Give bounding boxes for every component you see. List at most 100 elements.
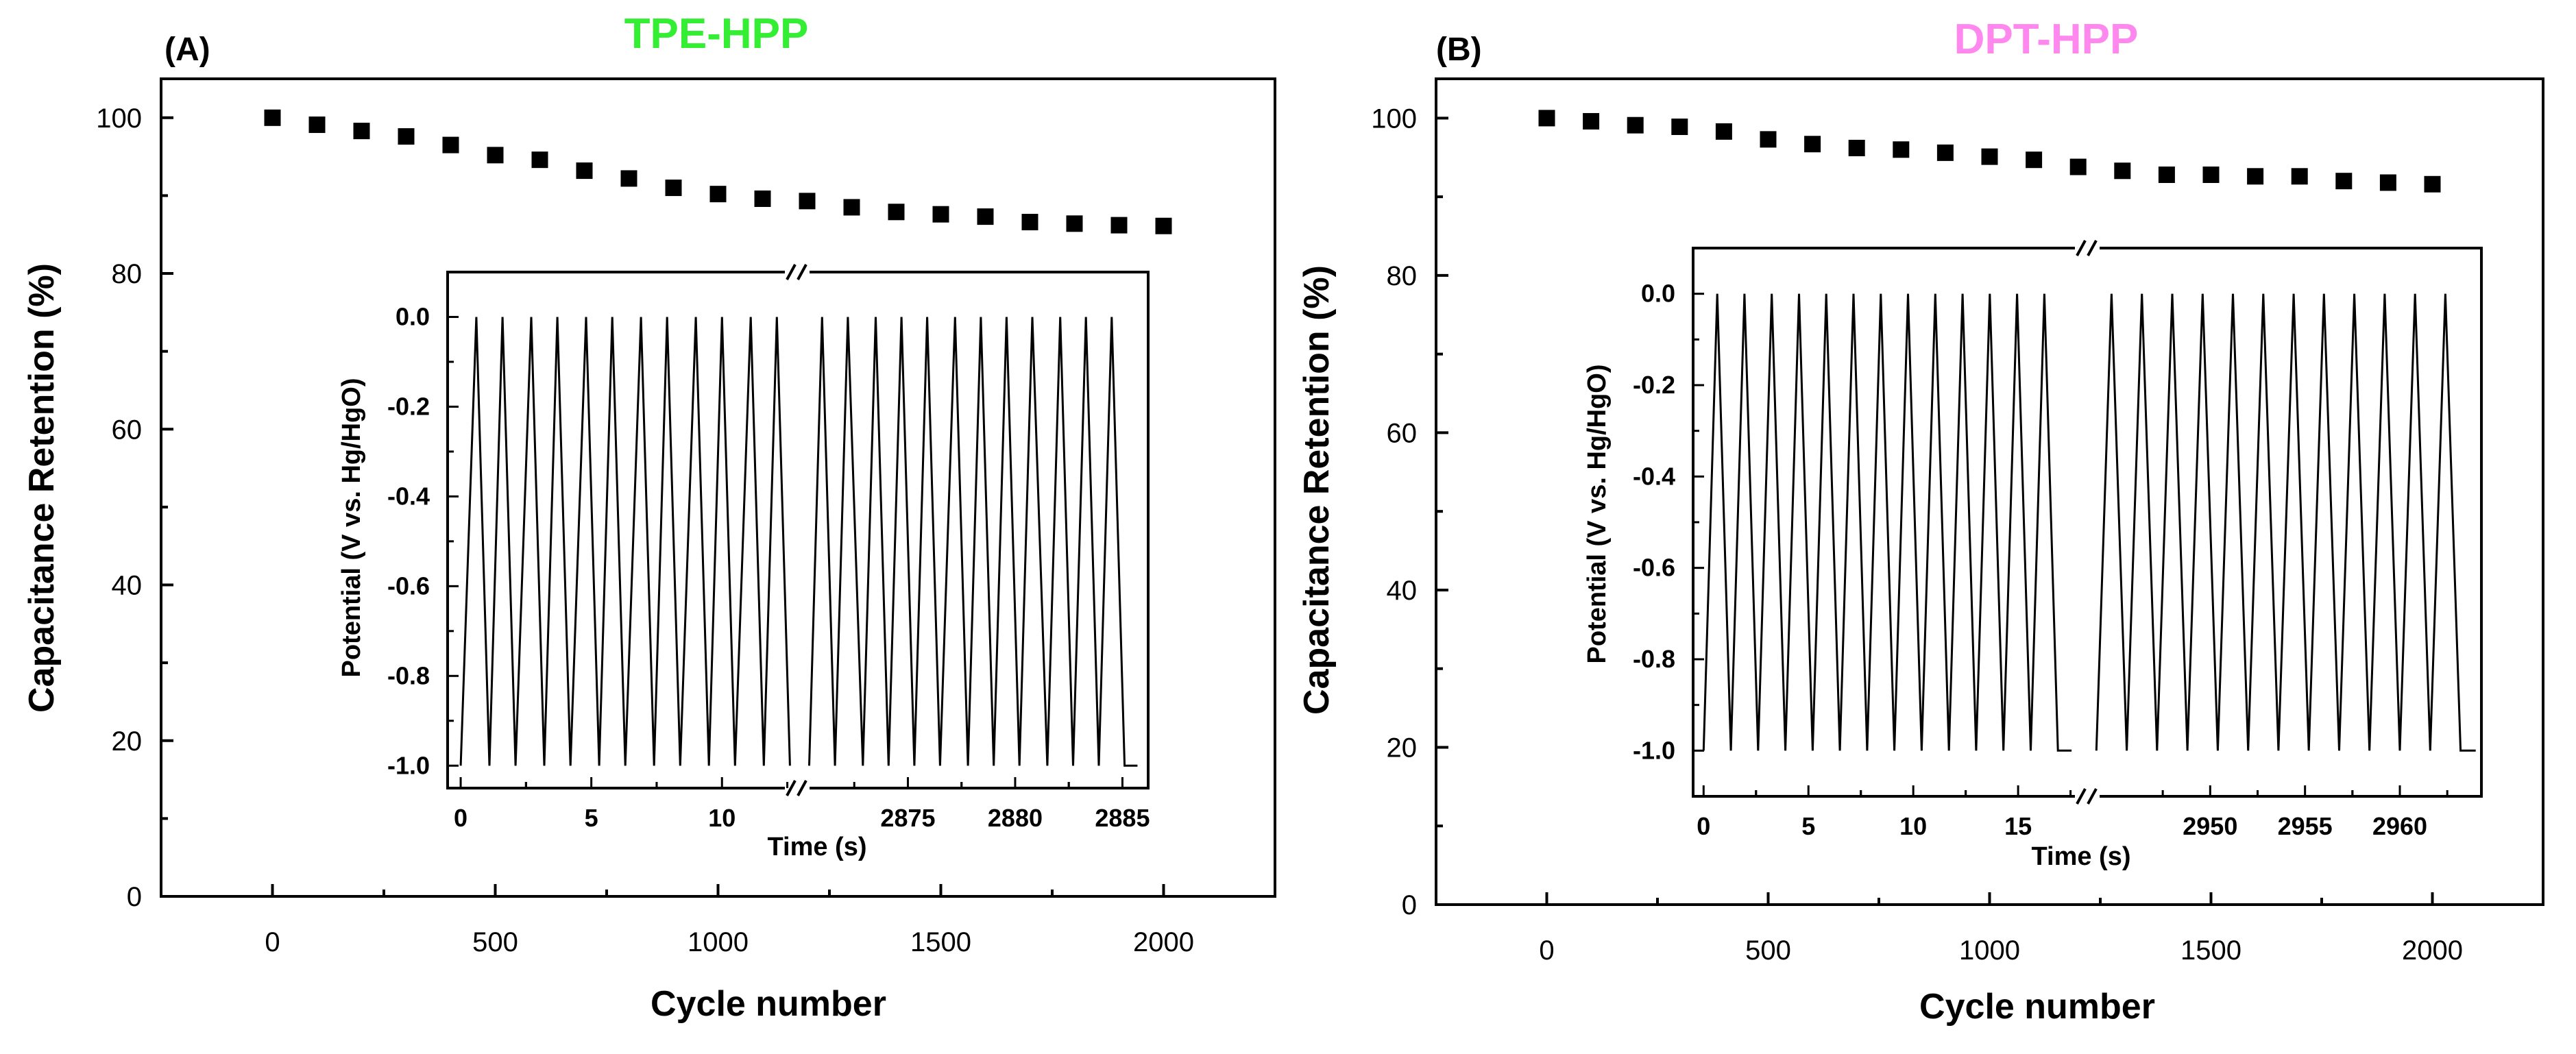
data-point xyxy=(1538,110,1555,127)
panel-b-x-ticks: 0 500 1000 1500 2000 xyxy=(1539,892,2463,966)
data-point xyxy=(531,151,548,169)
inset-x-tick-label: 5 xyxy=(585,804,598,832)
panel-a-x-axis-title: Cycle number xyxy=(651,984,886,1024)
inset-y-tick-label: -1.0 xyxy=(1633,736,1675,764)
data-point xyxy=(442,136,459,154)
data-point xyxy=(2247,168,2264,185)
data-point xyxy=(1066,215,1083,232)
panel-a-title: TPE-HPP xyxy=(624,10,809,58)
inset-x-tick-label: 2960 xyxy=(2372,812,2427,840)
panel-a-x-ticks: 0 500 1000 1500 2000 xyxy=(265,884,1194,957)
data-point xyxy=(1155,217,1172,234)
data-point xyxy=(799,193,816,210)
inset-y-tick-label: -0.8 xyxy=(387,661,430,689)
x-tick-label: 500 xyxy=(472,927,518,957)
panel-b-inset: 0.0 -0.2 -0.4 -0.6 -0.8 -1.0 0 5 10 15 2950 2955 29… xyxy=(1583,239,2483,871)
panel-b-y-axis-title: Capacitance Retention (%) xyxy=(1297,265,1337,715)
data-point xyxy=(754,190,771,207)
data-point xyxy=(932,206,949,223)
data-point xyxy=(1715,123,1732,140)
y-tick-label: 100 xyxy=(96,103,142,134)
inset-x-tick-label: 0 xyxy=(454,804,467,832)
panel-a-inset-break-top xyxy=(785,263,810,281)
data-point xyxy=(398,128,415,145)
inset-series-segment-1 xyxy=(1702,293,2072,752)
panel-a-y-axis-title: Capacitance Retention (%) xyxy=(22,263,62,713)
y-tick-label: 60 xyxy=(112,415,143,445)
panel-a-inset-y-ticks: 0.0 -0.2 -0.4 -0.6 -0.8 -1.0 xyxy=(387,302,459,779)
panel-a-inset-x-ticks: 0 5 10 2875 2880 2885 xyxy=(454,777,1150,832)
x-tick-label: 1500 xyxy=(2180,935,2241,966)
panel-a-inset-y-axis-title: Potential (V vs. Hg/HgO) xyxy=(337,378,366,677)
y-tick-label: 60 xyxy=(1387,418,1418,448)
data-point xyxy=(2379,174,2396,191)
inset-series-segment-2 xyxy=(2095,293,2476,752)
inset-y-tick-label: -0.2 xyxy=(1633,371,1675,399)
panel-a-inset: 0.0 -0.2 -0.4 -0.6 -0.8 -1.0 0 5 10 2875 2880 2885… xyxy=(337,263,1150,861)
panel-a-inset-series xyxy=(459,317,1138,767)
panel-a-label: (A) xyxy=(165,32,210,68)
panel-b-inset-break-bottom xyxy=(2075,787,2100,805)
inset-y-tick-label: -0.4 xyxy=(387,482,430,510)
panel-b-x-axis-title: Cycle number xyxy=(1919,987,2155,1027)
data-point xyxy=(1893,141,1910,158)
y-tick-label: 0 xyxy=(1402,890,1417,920)
inset-x-tick-label: 2875 xyxy=(880,804,935,832)
data-point xyxy=(2424,175,2441,193)
panel-b-inset-series xyxy=(1702,293,2476,752)
inset-x-tick-label: 2885 xyxy=(1095,804,1150,832)
data-point xyxy=(665,180,682,197)
panel-b-label: (B) xyxy=(1436,32,1482,68)
x-tick-label: 1000 xyxy=(688,927,749,957)
inset-y-tick-label: -0.2 xyxy=(387,392,430,420)
data-point xyxy=(308,117,326,134)
panel-b-y-ticks: 0 20 40 60 80 100 xyxy=(1371,103,1448,920)
inset-y-tick-label: -0.4 xyxy=(1633,462,1675,490)
inset-series-segment-2 xyxy=(808,317,1138,767)
data-point xyxy=(576,162,593,180)
x-tick-label: 2000 xyxy=(2402,935,2463,966)
data-point xyxy=(487,147,504,164)
panel-a-markers xyxy=(264,109,1172,234)
x-tick-label: 0 xyxy=(1539,935,1554,966)
data-point xyxy=(1936,144,1954,161)
data-point xyxy=(977,208,994,225)
data-point xyxy=(1110,217,1128,234)
data-point xyxy=(1760,131,1777,148)
data-point xyxy=(843,199,860,216)
inset-y-tick-label: -0.8 xyxy=(1633,645,1675,673)
inset-y-tick-label: 0.0 xyxy=(1641,280,1675,308)
data-point xyxy=(1671,119,1688,136)
inset-x-tick-label: 2880 xyxy=(988,804,1043,832)
data-point xyxy=(2026,151,2043,169)
inset-x-tick-label: 10 xyxy=(1899,812,1927,840)
x-tick-label: 0 xyxy=(265,927,280,957)
data-point xyxy=(2158,167,2175,184)
y-tick-label: 20 xyxy=(1387,733,1418,763)
data-point xyxy=(2202,167,2220,184)
data-point xyxy=(1627,117,1644,134)
y-tick-label: 80 xyxy=(1387,261,1418,291)
data-point xyxy=(2335,173,2353,190)
data-point xyxy=(709,186,727,203)
inset-y-tick-label: -0.6 xyxy=(1633,554,1675,582)
inset-x-tick-label: 0 xyxy=(1697,812,1710,840)
panel-b-markers xyxy=(1538,110,2441,193)
x-tick-label: 2000 xyxy=(1133,927,1194,957)
data-point xyxy=(264,109,281,126)
data-point xyxy=(1583,112,1600,130)
panel-b-title: DPT-HPP xyxy=(1954,16,2139,63)
data-point xyxy=(1021,214,1038,231)
data-point xyxy=(2114,162,2131,180)
inset-x-tick-label: 5 xyxy=(1801,812,1815,840)
data-point xyxy=(1981,148,1998,165)
panel-b-inset-y-ticks: 0.0 -0.2 -0.4 -0.6 -0.8 -1.0 xyxy=(1633,280,1704,764)
data-point xyxy=(2069,158,2087,175)
x-tick-label: 1000 xyxy=(1959,935,2020,966)
panel-b-inset-x-ticks: 0 5 10 15 2950 2955 2960 xyxy=(1697,785,2449,840)
inset-x-tick-label: 2955 xyxy=(2278,812,2333,840)
y-tick-label: 80 xyxy=(112,259,143,289)
